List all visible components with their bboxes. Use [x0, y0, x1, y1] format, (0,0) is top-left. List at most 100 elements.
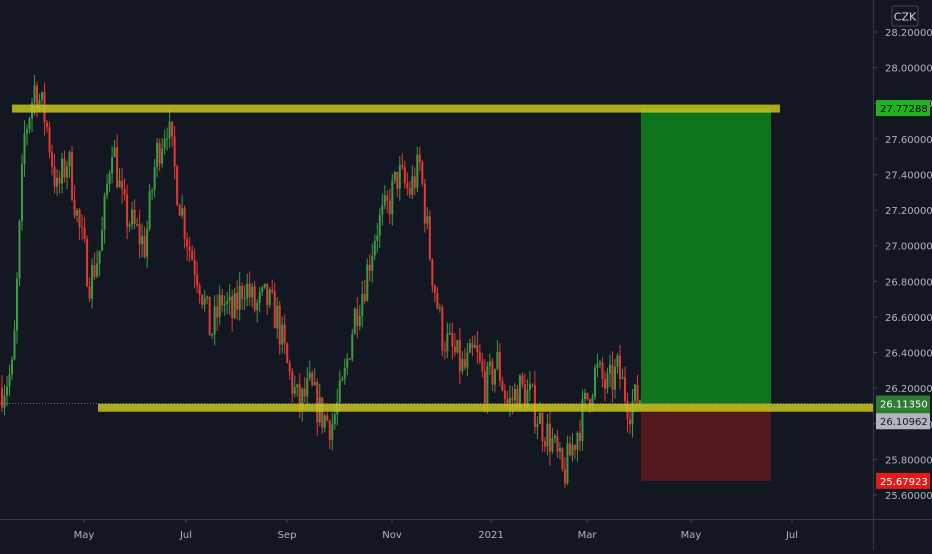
candle-body: [551, 438, 554, 452]
candle-body: [16, 278, 19, 331]
candle-body: [553, 435, 556, 439]
candle-body: [496, 352, 499, 370]
time-axis[interactable]: May Jul Sep Nov 2021 Mar May Jul: [74, 519, 798, 541]
candle-body: [261, 287, 264, 292]
candle-body: [573, 444, 576, 450]
candle-body: [173, 136, 176, 167]
candle-body: [141, 235, 144, 245]
candle-body: [473, 345, 476, 348]
price-tick-label: 27.20000: [885, 206, 932, 217]
candle-body: [433, 285, 436, 294]
candle-body: [253, 286, 256, 310]
candle-body: [628, 419, 631, 425]
candle-body: [326, 415, 329, 421]
candle-body: [508, 398, 511, 404]
candle-body: [443, 350, 446, 352]
candle-body: [613, 366, 616, 390]
candle-body: [258, 291, 261, 303]
candle-body: [631, 401, 634, 425]
candle-body: [431, 259, 434, 286]
candle-body: [6, 386, 9, 396]
candle-body: [523, 384, 526, 407]
candle-body: [178, 204, 181, 216]
candle-body: [606, 373, 609, 389]
candle-body: [528, 384, 531, 391]
candle-body: [183, 208, 186, 239]
candle-body: [373, 240, 376, 256]
currency-badge[interactable]: CZK: [891, 5, 919, 27]
candle-body: [438, 307, 441, 309]
candle-body: [356, 308, 359, 326]
candle-body: [213, 306, 216, 335]
candle-body: [191, 250, 194, 260]
candle-body: [46, 122, 49, 128]
candle-body: [383, 195, 386, 206]
candle-body: [556, 435, 559, 452]
candle-body: [163, 139, 166, 149]
candle-body: [526, 390, 529, 407]
candle-body: [66, 166, 69, 178]
candle-body: [263, 283, 266, 288]
currency-badge-box: [891, 5, 919, 27]
candle-body: [226, 301, 229, 304]
candle-body: [639, 400, 641, 405]
candle-body: [156, 142, 159, 167]
time-tick-label: Sep: [278, 530, 297, 541]
candle-body: [291, 371, 294, 394]
candle-body: [618, 355, 621, 380]
candle-body: [231, 296, 234, 319]
candle-body: [123, 189, 126, 195]
candle-body: [576, 432, 579, 450]
candle-body: [251, 286, 254, 298]
candle-body: [368, 264, 371, 271]
candle-series: [1, 75, 641, 489]
candle-body: [53, 166, 56, 187]
candle-body: [561, 448, 564, 470]
candle-body: [281, 324, 284, 345]
candle-body: [608, 364, 611, 374]
candle-body: [536, 423, 539, 428]
candle-body: [601, 362, 604, 379]
candle-body: [151, 190, 154, 192]
candle-body: [423, 183, 426, 224]
entry-price-label-box: [876, 413, 930, 430]
candle-body: [23, 133, 26, 165]
candle-body: [271, 289, 274, 292]
candle-body: [83, 227, 86, 239]
candle-body: [506, 398, 509, 404]
candle-body: [256, 302, 259, 310]
candle-body: [591, 396, 594, 406]
candle-body: [633, 384, 636, 402]
candle-body: [56, 177, 59, 187]
candle-body: [276, 305, 279, 329]
candle-body: [248, 283, 251, 298]
candle-body: [286, 343, 289, 363]
candle-body: [418, 154, 421, 163]
candle-body: [546, 423, 549, 447]
candle-body: [416, 154, 419, 188]
candle-body: [338, 380, 341, 403]
candle-body: [13, 330, 16, 360]
candle-body: [328, 420, 331, 440]
candle-body: [161, 148, 164, 164]
candle-body: [501, 380, 504, 391]
candle-body: [273, 291, 276, 329]
candle-body: [201, 294, 204, 305]
candle-body: [228, 296, 231, 302]
candle-body: [296, 384, 299, 388]
candle-body: [21, 164, 24, 222]
candle-body: [61, 158, 64, 184]
candle-body: [146, 228, 149, 257]
candle-body: [196, 274, 199, 286]
candle-body: [343, 367, 346, 379]
candle-body: [188, 246, 191, 251]
current-price-label: 26.11350: [880, 400, 928, 411]
candle-body: [78, 210, 81, 227]
candle-body: [481, 361, 484, 372]
stop-price-label: 25.67923: [880, 477, 928, 488]
candle-body: [313, 382, 316, 385]
price-tick-label: 26.20000: [885, 384, 932, 395]
candle-body: [621, 377, 624, 380]
